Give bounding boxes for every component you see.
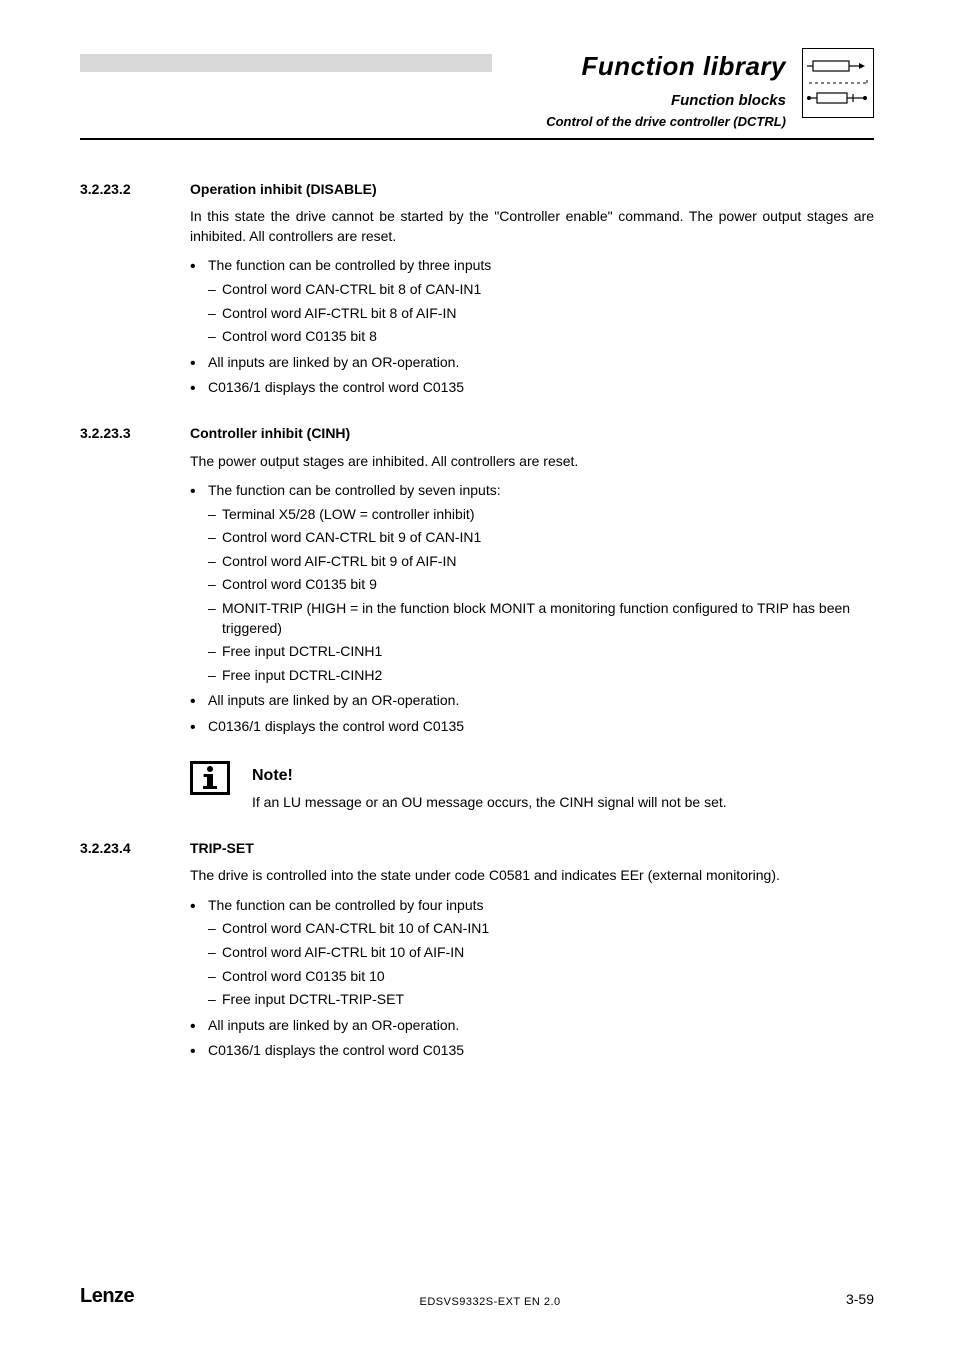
dash-item: Control word CAN-CTRL bit 8 of CAN-IN1 [208, 280, 874, 300]
dash-item: Control word C0135 bit 8 [208, 327, 874, 347]
section-intro: The power output stages are inhibited. A… [190, 452, 874, 472]
section: 3.2.23.3Controller inhibit (CINH) The pow… [80, 424, 874, 813]
info-icon [190, 761, 230, 795]
bullet-item: C0136/1 displays the control word C0135 [190, 1041, 874, 1061]
bullet-item: All inputs are linked by an OR-operation… [190, 1016, 874, 1036]
header-subsubtitle: Control of the drive controller (DCTRL) [492, 113, 786, 131]
footer-brand: Lenze [80, 1282, 134, 1310]
section-intro: In this state the drive cannot be starte… [190, 207, 874, 246]
dash-item: Control word CAN-CTRL bit 9 of CAN-IN1 [208, 528, 874, 548]
bullet-item: The function can be controlled by seven … [190, 481, 874, 685]
section-number: 3.2.23.3 [80, 424, 190, 444]
dash-list: Control word CAN-CTRL bit 8 of CAN-IN1 Co… [208, 280, 874, 347]
dash-list: Control word CAN-CTRL bit 10 of CAN-IN1 C… [208, 919, 874, 1009]
section-number: 3.2.23.2 [80, 180, 190, 200]
dash-item: Free input DCTRL-CINH1 [208, 642, 874, 662]
bullet-list: The function can be controlled by three … [190, 256, 874, 398]
bullet-list: The function can be controlled by seven … [190, 481, 874, 737]
bullet-item: The function can be controlled by four i… [190, 896, 874, 1010]
section-title: Operation inhibit (DISABLE) [190, 180, 377, 200]
header-subtitle: Function blocks [492, 90, 786, 111]
section: 3.2.23.2Operation inhibit (DISABLE) In th… [80, 180, 874, 398]
dash-item: Control word CAN-CTRL bit 10 of CAN-IN1 [208, 919, 874, 939]
note-label: Note! [252, 765, 874, 787]
dash-item: Free input DCTRL-TRIP-SET [208, 990, 874, 1010]
footer-page-number: 3-59 [846, 1290, 874, 1310]
section: 3.2.23.4TRIP-SET The drive is controlled … [80, 839, 874, 1061]
dash-item: Control word AIF-CTRL bit 9 of AIF-IN [208, 552, 874, 572]
dash-item: Control word C0135 bit 10 [208, 967, 874, 987]
section-title: Controller inhibit (CINH) [190, 424, 350, 444]
dash-item: Terminal X5/28 (LOW = controller inhibit… [208, 505, 874, 525]
function-block-icon [802, 48, 874, 118]
header-title: Function library [492, 48, 786, 84]
page-footer: Lenze EDSVS9332S-EXT EN 2.0 3-59 [80, 1282, 874, 1310]
bullet-item: C0136/1 displays the control word C0135 [190, 717, 874, 737]
section-intro: The drive is controlled into the state u… [190, 866, 874, 886]
footer-doc-id: EDSVS9332S-EXT EN 2.0 [420, 1295, 561, 1310]
dash-item: Control word AIF-CTRL bit 8 of AIF-IN [208, 304, 874, 324]
section-number: 3.2.23.4 [80, 839, 190, 859]
header-titles: Function library Function blocks Control… [492, 48, 798, 132]
page-header: Function library Function blocks Control… [80, 48, 874, 140]
dash-list: Terminal X5/28 (LOW = controller inhibit… [208, 505, 874, 686]
bullet-item: All inputs are linked by an OR-operation… [190, 691, 874, 711]
bullet-item: All inputs are linked by an OR-operation… [190, 353, 874, 373]
note-text: If an LU message or an OU message occurs… [252, 793, 874, 813]
bullet-item: The function can be controlled by three … [190, 256, 874, 346]
header-gray-bar [80, 54, 492, 72]
dash-item: Control word C0135 bit 9 [208, 575, 874, 595]
note-block: Note! If an LU message or an OU message o… [190, 761, 874, 813]
bullet-list: The function can be controlled by four i… [190, 896, 874, 1061]
dash-item: Free input DCTRL-CINH2 [208, 666, 874, 686]
section-title: TRIP-SET [190, 839, 254, 859]
dash-item: MONIT-TRIP (HIGH = in the function block… [208, 599, 874, 638]
bullet-item: C0136/1 displays the control word C0135 [190, 378, 874, 398]
dash-item: Control word AIF-CTRL bit 10 of AIF-IN [208, 943, 874, 963]
